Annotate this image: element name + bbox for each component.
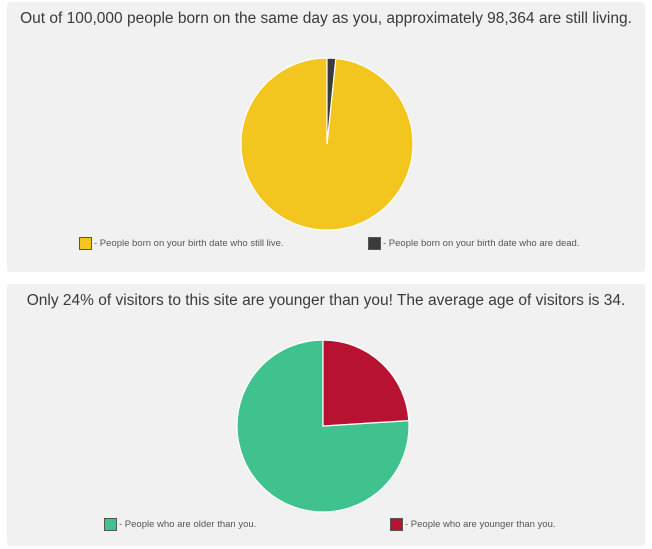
visitors-pie-chart <box>236 339 410 513</box>
legend-swatch-older <box>104 518 117 531</box>
legend-item-older: - People who are older than you. <box>104 518 256 531</box>
survival-headline: Out of 100,000 people born on the same d… <box>20 10 632 27</box>
pie-slice-younger <box>322 339 410 427</box>
survival-panel: Out of 100,000 people born on the same d… <box>7 2 645 272</box>
legend-swatch-still-living <box>79 237 92 250</box>
legend-label-dead: - People born on your birth date who are… <box>383 238 580 249</box>
pie-slice-dead <box>326 57 337 145</box>
legend-item-still-living: - People born on your birth date who sti… <box>79 237 284 250</box>
legend-item-younger: - People who are younger than you. <box>390 518 556 531</box>
legend-swatch-dead <box>368 237 381 250</box>
visitors-panel: Only 24% of visitors to this site are yo… <box>7 284 645 546</box>
legend-swatch-younger <box>390 518 403 531</box>
survival-pie-chart <box>240 57 414 231</box>
visitors-headline: Only 24% of visitors to this site are yo… <box>26 292 626 309</box>
legend-item-dead: - People born on your birth date who are… <box>368 237 579 250</box>
legend-label-still-living: - People born on your birth date who sti… <box>94 238 284 249</box>
legend-label-older: - People who are older than you. <box>119 519 257 530</box>
legend-label-younger: - People who are younger than you. <box>405 519 556 530</box>
